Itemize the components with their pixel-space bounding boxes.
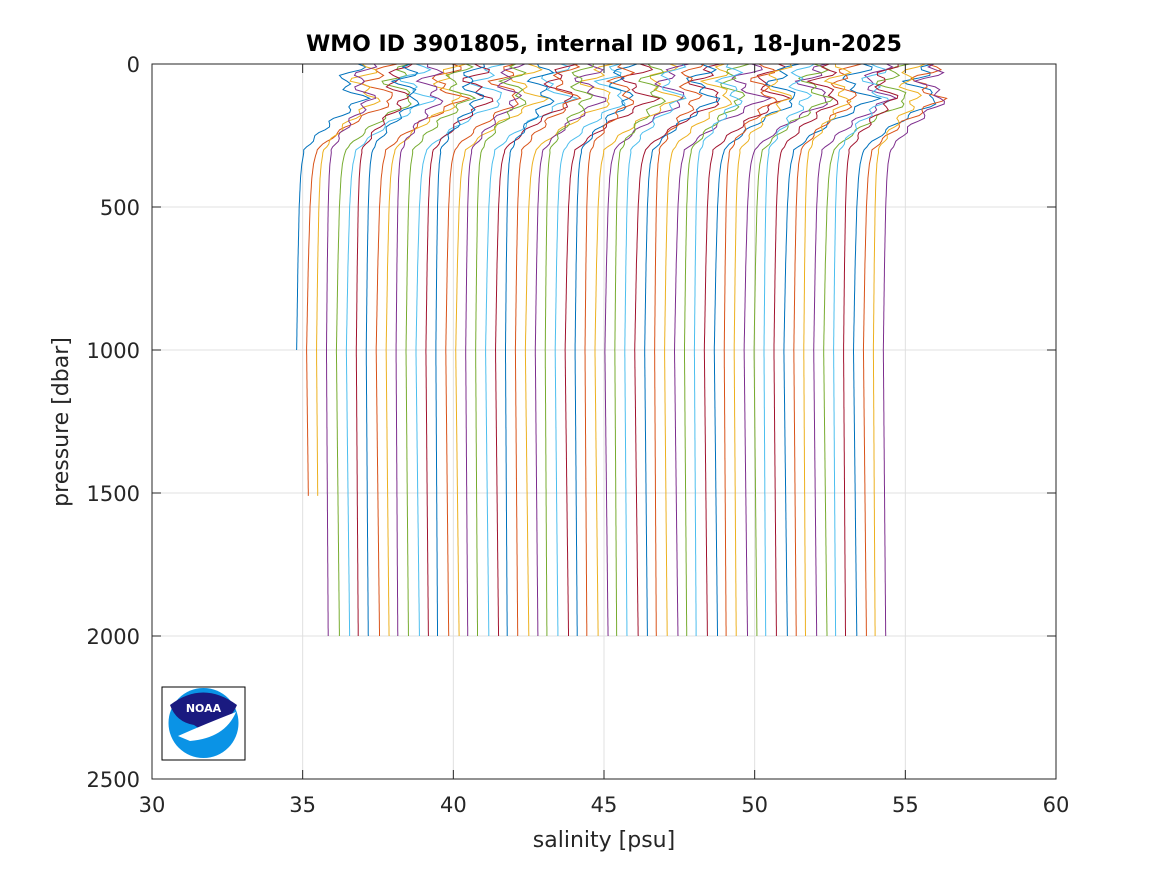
profile-line <box>475 63 527 636</box>
y-tick-label: 2500 <box>87 768 140 792</box>
profile-line <box>703 63 792 636</box>
profile-line <box>773 63 839 636</box>
profile-line <box>654 63 705 636</box>
profile-line <box>514 63 582 636</box>
x-tick-label: 60 <box>1043 793 1070 817</box>
profile-line <box>365 63 420 637</box>
profile-line <box>723 63 778 636</box>
profile-line <box>684 63 750 636</box>
profile-line <box>604 63 690 637</box>
x-tick-label: 55 <box>892 793 919 817</box>
logo-wave-shape <box>178 712 236 741</box>
profile-line <box>425 63 494 636</box>
profile-line <box>306 63 398 496</box>
profile-line <box>743 63 829 636</box>
profile-line <box>882 63 945 636</box>
profile-line <box>405 63 477 637</box>
profile-line <box>415 63 506 636</box>
profile-line <box>505 63 555 636</box>
chart-title: WMO ID 3901805, internal ID 9061, 18-Jun… <box>306 32 902 57</box>
profile-line <box>524 63 614 636</box>
profile-line <box>624 63 687 637</box>
y-axis-label: pressure [dbar] <box>49 337 74 507</box>
profile-line <box>733 63 793 636</box>
x-tick-label: 35 <box>289 793 316 817</box>
profile-line <box>296 63 372 351</box>
x-tick-label: 50 <box>741 793 768 817</box>
profile-line <box>385 63 467 637</box>
profile-line <box>564 63 662 636</box>
x-tick-label: 30 <box>139 793 166 817</box>
y-tick-labels: 0 500 1000 1500 2000 2500 <box>87 53 140 792</box>
y-tick-label: 500 <box>100 196 140 220</box>
profile-line <box>614 63 667 637</box>
axis-ticks <box>151 63 1057 780</box>
profile-line <box>326 63 378 636</box>
y-tick-label: 2000 <box>87 625 140 649</box>
profile-line <box>574 63 638 636</box>
x-tick-label: 40 <box>440 793 467 817</box>
profile-line <box>783 63 883 637</box>
profile-line <box>634 63 721 637</box>
profile-line <box>355 63 413 636</box>
profile-line <box>862 63 948 636</box>
profile-line <box>345 63 438 636</box>
profile-line <box>375 63 472 636</box>
profile-line <box>763 63 815 636</box>
profile-line <box>823 63 910 636</box>
profile-line <box>544 63 595 636</box>
x-tick-labels: 30 35 40 45 50 55 60 <box>139 793 1070 817</box>
profile-line <box>693 63 744 636</box>
profile-line <box>833 63 890 636</box>
profile-line <box>435 63 486 636</box>
profile-line <box>853 63 937 636</box>
profile-line <box>455 63 550 636</box>
profile-line <box>395 63 445 636</box>
profile-line <box>465 63 526 636</box>
profile-line <box>644 63 721 636</box>
y-tick-label: 0 <box>127 53 140 77</box>
profile-line <box>335 63 412 636</box>
logo-text: NOAA <box>186 702 222 715</box>
profile-line <box>315 63 381 496</box>
profile-line <box>793 63 862 636</box>
profile-line <box>674 63 772 637</box>
profile-line <box>713 63 800 636</box>
profile-line <box>594 63 686 636</box>
profile-line <box>872 63 926 636</box>
x-tick-label: 45 <box>591 793 618 817</box>
profile-lines <box>296 63 948 637</box>
profile-line <box>813 63 898 637</box>
profile-line <box>534 63 607 636</box>
profile-line <box>445 63 519 636</box>
profile-line <box>494 63 579 637</box>
x-axis-label: salinity [psu] <box>533 828 675 853</box>
profile-line <box>554 63 626 636</box>
y-tick-label: 1500 <box>87 482 140 506</box>
y-tick-label: 1000 <box>87 339 140 363</box>
profile-line <box>753 63 835 636</box>
profile-line <box>485 63 579 636</box>
profile-line <box>843 64 899 636</box>
noaa-logo: NOAA <box>161 686 246 761</box>
profile-line <box>664 63 733 636</box>
profile-line <box>803 63 852 636</box>
profile-line <box>584 63 636 636</box>
